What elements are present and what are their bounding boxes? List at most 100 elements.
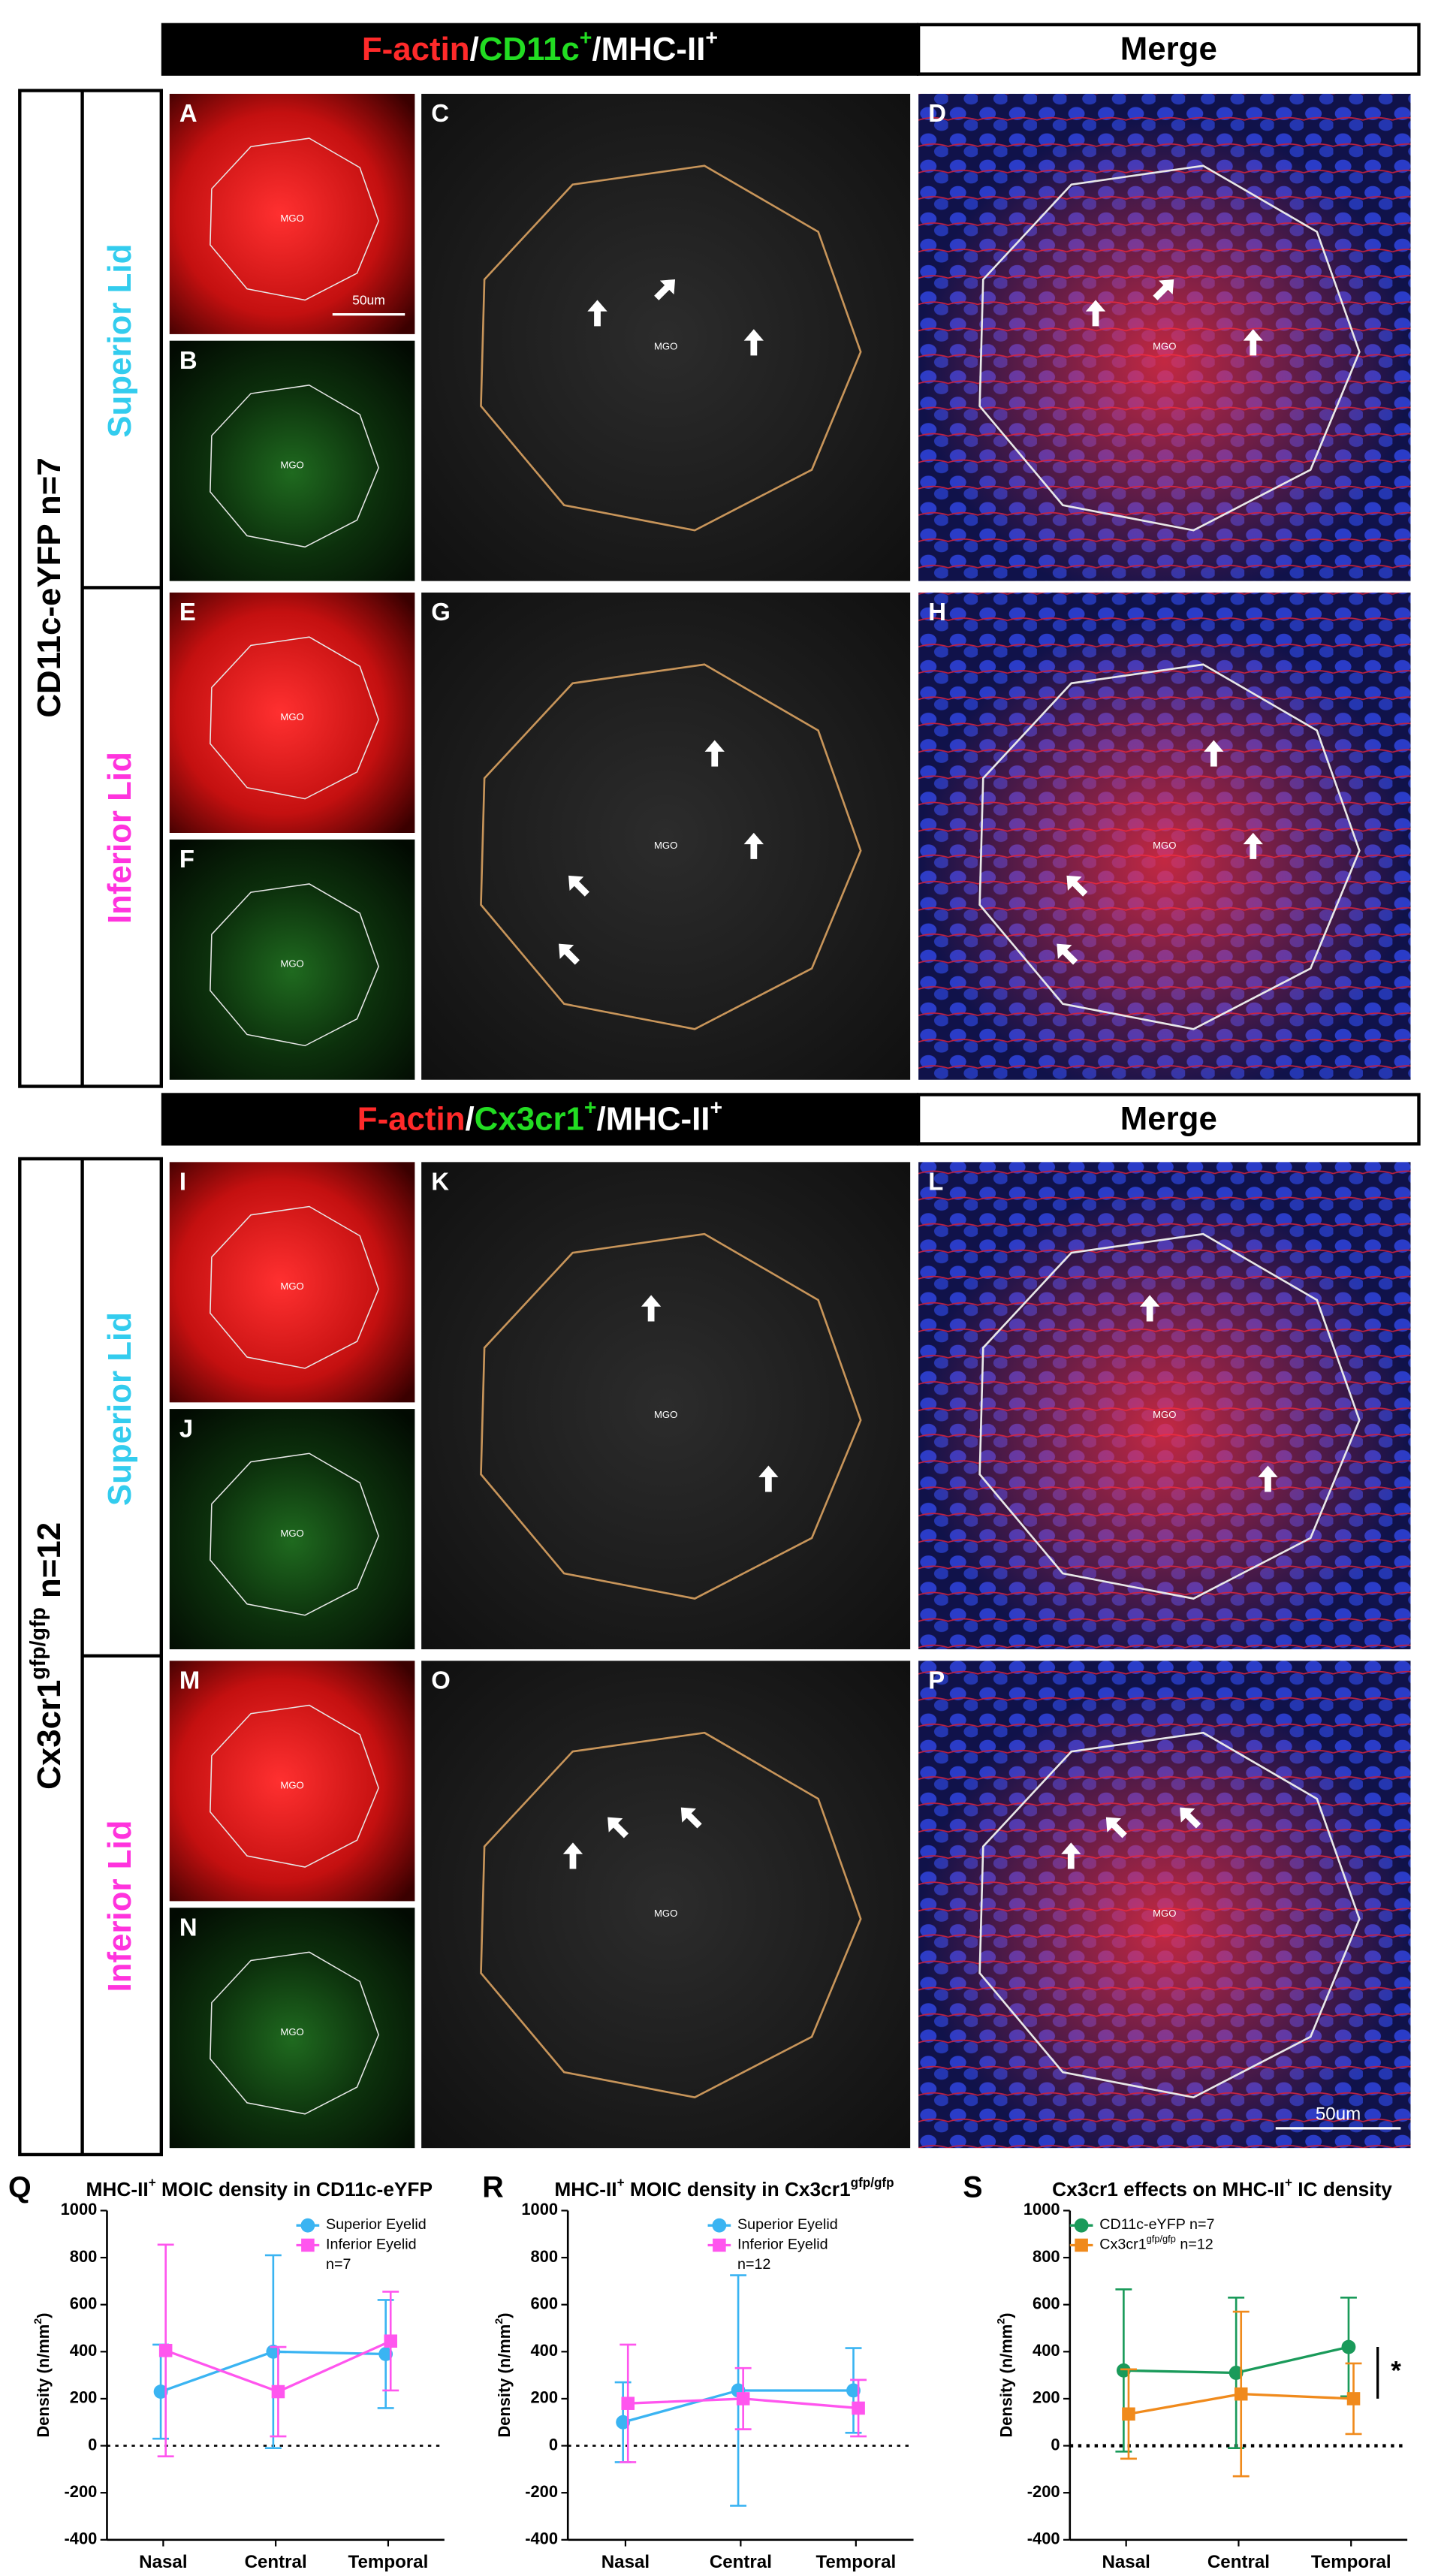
y-tick-label: 200 bbox=[70, 2388, 98, 2407]
image-panel bbox=[169, 93, 415, 334]
arrow bbox=[743, 832, 764, 859]
image-panel bbox=[169, 1162, 415, 1403]
mgo-outline bbox=[978, 1731, 1361, 2099]
y-tick-label: -400 bbox=[64, 2529, 97, 2548]
chart-title: MHC-II+ MOIC density in Cx3cr1gfp/gfp bbox=[554, 2176, 894, 2200]
mgo-label: MGO bbox=[654, 341, 677, 352]
arrow bbox=[1061, 1842, 1081, 1869]
x-tick-label: Temporal bbox=[348, 2552, 429, 2572]
arrow bbox=[1085, 300, 1106, 327]
mgo-label: MGO bbox=[654, 1409, 677, 1420]
y-axis-label: Density (n/mm2) bbox=[32, 2313, 53, 2438]
text-segment: 2 bbox=[32, 2318, 44, 2324]
text-segment: Cx3cr1 bbox=[31, 1680, 68, 1790]
image-panel bbox=[421, 1661, 911, 2149]
text-segment: + bbox=[705, 26, 718, 50]
y-tick-label: -400 bbox=[525, 2529, 558, 2548]
arrow bbox=[1105, 1817, 1127, 1838]
legend-marker bbox=[712, 2218, 727, 2233]
text-segment: Density (n/mm bbox=[495, 2324, 514, 2438]
panel-letter: D bbox=[928, 99, 946, 127]
row-label: Superior Lid bbox=[101, 1312, 138, 1506]
mgo-label: MGO bbox=[280, 460, 303, 471]
arrow bbox=[743, 329, 764, 356]
x-tick-label: Central bbox=[1207, 2552, 1270, 2572]
mgo-outline bbox=[480, 164, 862, 532]
panel-letter: E bbox=[179, 598, 196, 626]
chart-title: Cx3cr1 effects on MHC-II+ IC density bbox=[1052, 2176, 1392, 2200]
chart-title: MHC-II+ MOIC density in CD11c-eYFP bbox=[86, 2176, 433, 2200]
arrow bbox=[1057, 943, 1078, 965]
arrow bbox=[568, 875, 589, 897]
text-segment: + bbox=[580, 26, 592, 50]
y-tick-label: 200 bbox=[531, 2388, 559, 2407]
y-axis-label: Density (n/mm2) bbox=[493, 2313, 514, 2438]
point bbox=[1341, 2339, 1356, 2354]
x-tick-label: Temporal bbox=[815, 2552, 896, 2572]
legend-label: Superior Eyelid bbox=[737, 2216, 838, 2233]
mgo-outline bbox=[210, 1951, 379, 2115]
image-panel bbox=[169, 839, 415, 1080]
text-segment: /MHC-II bbox=[592, 31, 705, 68]
chart-label: S bbox=[963, 2170, 982, 2203]
x-tick-label: Central bbox=[710, 2552, 772, 2572]
mgo-outline bbox=[210, 636, 379, 800]
text-segment: + bbox=[149, 2176, 156, 2190]
text-segment: Superior Eyelid bbox=[326, 2216, 427, 2233]
text-segment: Cx3cr1 bbox=[1099, 2237, 1146, 2253]
legend-marker bbox=[301, 2238, 315, 2252]
annotation: n=7 bbox=[326, 2256, 351, 2273]
annotation: n=12 bbox=[737, 2256, 770, 2273]
text-segment: 2 bbox=[493, 2318, 505, 2324]
image-overlay bbox=[918, 593, 1411, 1080]
point bbox=[616, 2415, 631, 2430]
legend-label: Superior Eyelid bbox=[326, 2216, 427, 2233]
image-panel bbox=[169, 1409, 415, 1650]
mgo-outline bbox=[480, 1731, 862, 2099]
panel-letter: A bbox=[179, 99, 197, 127]
arrow bbox=[1139, 1295, 1160, 1322]
image-overlay bbox=[918, 1162, 1411, 1650]
x-tick-label: Nasal bbox=[139, 2552, 187, 2572]
mgo-label: MGO bbox=[280, 711, 303, 722]
arrow bbox=[1180, 1807, 1201, 1829]
mgo-outline bbox=[978, 1232, 1361, 1600]
mgo-outline bbox=[210, 137, 379, 301]
mgo-outline bbox=[210, 1452, 379, 1616]
arrow bbox=[1153, 279, 1174, 300]
x-tick-label: Nasal bbox=[601, 2552, 650, 2572]
mgo-label: MGO bbox=[280, 1779, 303, 1790]
mgo-label: MGO bbox=[1153, 1908, 1176, 1919]
text-segment: MOIC density in CD11c-eYFP bbox=[156, 2178, 433, 2200]
point bbox=[736, 2392, 750, 2406]
point bbox=[1122, 2407, 1135, 2421]
mgo-label: MGO bbox=[280, 958, 303, 970]
text-segment: ) bbox=[495, 2313, 514, 2318]
image-panel bbox=[421, 593, 911, 1080]
mgo-outline bbox=[210, 1205, 379, 1369]
mgo-label: MGO bbox=[1153, 1409, 1176, 1420]
text-segment: Density (n/mm bbox=[996, 2324, 1015, 2438]
header-title: F-actin/Cx3cr1+/MHC-II+ bbox=[357, 1096, 722, 1137]
legend-label: Cx3cr1gfp/gfp n=12 bbox=[1099, 2233, 1213, 2252]
arrow bbox=[607, 1817, 629, 1838]
arrow bbox=[654, 279, 676, 300]
y-tick-label: 800 bbox=[531, 2247, 559, 2266]
text-segment: CD11c bbox=[479, 31, 580, 68]
text-segment: gfp/gfp bbox=[1147, 2233, 1176, 2244]
y-axis-label: Density (n/mm2) bbox=[995, 2313, 1015, 2438]
y-tick-label: 0 bbox=[549, 2435, 558, 2454]
point bbox=[1346, 2392, 1361, 2406]
legend-label: Inferior Eyelid bbox=[326, 2237, 417, 2253]
text-segment: gfp/gfp bbox=[851, 2176, 894, 2190]
image-panel bbox=[169, 593, 415, 833]
mgo-outline bbox=[210, 883, 379, 1047]
text-segment: + bbox=[617, 2176, 625, 2190]
x-tick-label: Nasal bbox=[1102, 2552, 1150, 2572]
mgo-outline bbox=[480, 1232, 862, 1600]
text-segment: Cx3cr1 effects on MHC-II bbox=[1052, 2178, 1285, 2200]
panel-letter: F bbox=[179, 845, 194, 873]
text-segment: gfp/gfp bbox=[26, 1607, 50, 1679]
